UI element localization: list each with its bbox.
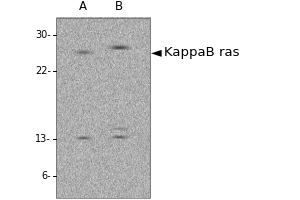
Text: KappaB ras: KappaB ras: [164, 46, 240, 59]
Text: 13-: 13-: [35, 134, 51, 144]
Text: 22-: 22-: [35, 66, 51, 76]
Text: B: B: [114, 0, 123, 13]
Text: ◄: ◄: [151, 45, 161, 59]
Text: 6-: 6-: [41, 171, 51, 181]
Text: A: A: [79, 0, 86, 13]
Text: 30-: 30-: [35, 30, 51, 40]
Bar: [56, 18, 150, 198]
